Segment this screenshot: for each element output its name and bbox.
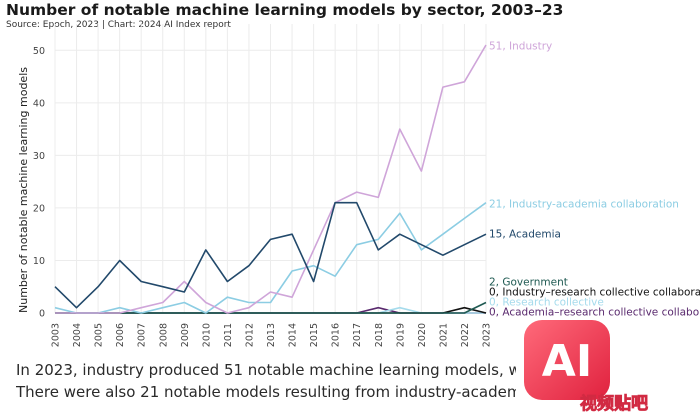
x-tick-label: 2006	[115, 323, 126, 347]
x-tick-label: 2007	[137, 323, 148, 347]
chart-title: Number of notable machine learning model…	[6, 1, 564, 19]
line-chart: Number of notable machine learning model…	[17, 24, 700, 347]
x-tick-label: 2013	[266, 323, 277, 347]
series-lines	[54, 44, 487, 314]
y-axis-label: Number of notable machine learning model…	[17, 67, 30, 313]
x-tick-label: 2011	[223, 323, 234, 347]
x-tick-label: 2003	[51, 323, 62, 347]
series-end-label: 51, Industry	[489, 41, 552, 53]
watermark-small: 视频贴吧	[580, 393, 648, 412]
watermark-big: AI	[542, 336, 592, 387]
series-end-label: 21, Industry-academia collaboration	[489, 199, 679, 211]
x-tick-label: 2014	[288, 323, 299, 347]
series-end-label: 0, Academia–research collective collabor…	[489, 307, 700, 319]
y-tick-label: 40	[33, 98, 45, 109]
y-tick-label: 10	[33, 256, 45, 267]
x-tick-label: 2018	[374, 323, 385, 347]
x-tick-label: 2008	[158, 323, 169, 347]
series-line	[55, 44, 487, 314]
series-line	[54, 202, 487, 314]
y-tick-labels: 0 10 20 30 40 50	[33, 46, 45, 320]
watermark-logo: AI 视频贴吧	[524, 320, 648, 412]
chart-source: Source: Epoch, 2023 | Chart: 2024 AI Ind…	[6, 20, 231, 30]
grid	[54, 24, 487, 314]
x-tick-label: 2005	[94, 323, 105, 347]
series-line	[55, 301, 487, 314]
caption-line-2: There were also 21 notable models result…	[16, 383, 516, 401]
x-tick-label: 2022	[460, 323, 471, 347]
x-tick-label: 2009	[180, 323, 191, 347]
x-tick-labels: 2003 2004 2005 2006 2007 2008 2009 2010 2011 2012…	[51, 323, 493, 347]
x-tick-label: 2017	[352, 323, 363, 347]
x-tick-label: 2015	[309, 323, 320, 347]
x-tick-label: 2023	[482, 323, 493, 347]
x-tick-label: 2020	[417, 323, 428, 347]
series-end-labels: 51, Industry 21, Industry-academia collab…	[489, 41, 700, 319]
x-tick-label: 2016	[331, 323, 342, 347]
y-tick-label: 30	[33, 151, 45, 162]
series-end-label: 15, Academia	[489, 229, 561, 241]
y-tick-label: 20	[33, 203, 45, 214]
series-end-label: 0, Industry–research collective collabor…	[489, 287, 700, 299]
x-tick-label: 2019	[395, 323, 406, 347]
series-end-label: 2, Government	[489, 277, 568, 289]
y-tick-label: 0	[39, 309, 45, 320]
series-end-label: 0, Research collective	[489, 297, 604, 309]
x-tick-label: 2004	[72, 323, 83, 347]
y-tick-label: 50	[33, 46, 45, 57]
caption-line-1: In 2023, industry produced 51 notable ma…	[16, 361, 516, 379]
x-tick-label: 2012	[244, 323, 255, 347]
x-tick-label: 2010	[201, 323, 212, 347]
x-tick-label: 2021	[438, 323, 449, 347]
series-line	[54, 201, 487, 309]
